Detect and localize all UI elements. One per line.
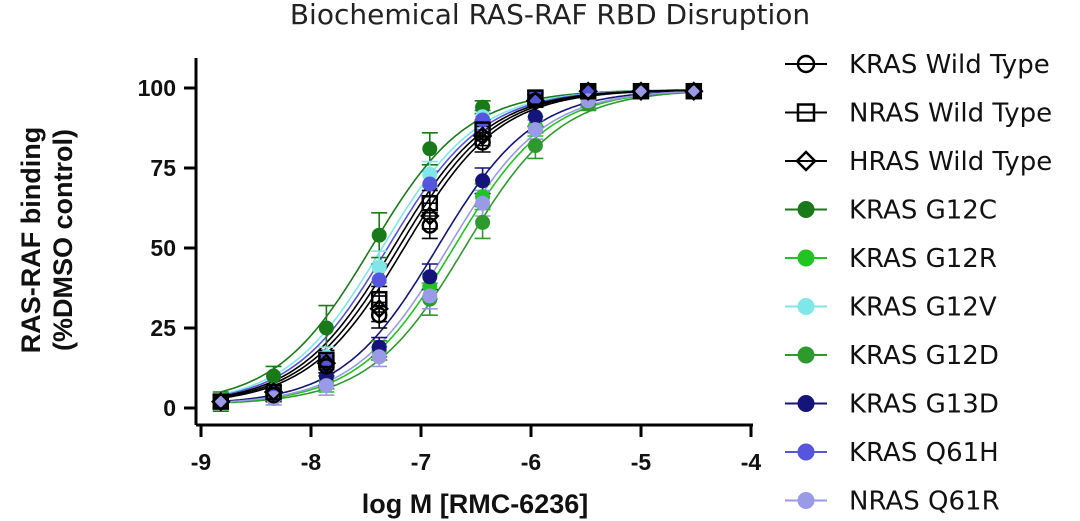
legend-label: KRAS G13D [849, 390, 999, 420]
x-tick-label: -5 [631, 449, 652, 475]
data-point [422, 141, 438, 157]
x-axis-label: log M [RMC-6236] [362, 489, 589, 519]
legend-label: KRAS Wild Type [849, 50, 1050, 80]
fitted-curves [220, 89, 694, 404]
legend-marker [796, 103, 816, 122]
watermark: 知乎 @动物化学 [876, 460, 1052, 488]
fit-curve [220, 89, 694, 398]
legend-item: KRAS Wild Type [785, 50, 1050, 80]
legend-label: KRAS G12D [849, 341, 999, 371]
legend-marker [797, 346, 815, 364]
legend-marker [797, 201, 815, 218]
fit-curve [220, 90, 694, 403]
x-tick-label: -7 [411, 449, 431, 475]
legend-label: KRAS G12R [849, 244, 997, 274]
data-point [318, 351, 335, 369]
data-point [527, 109, 543, 125]
y-axis-label-line1: RAS-RAF binding [16, 127, 46, 353]
data-point [266, 368, 282, 384]
data-point [421, 194, 439, 212]
fit-curve [220, 89, 694, 399]
data-point [631, 81, 651, 101]
legend-item: NRAS Q61R [785, 487, 1000, 517]
data-point [318, 378, 334, 394]
legend-label: NRAS Q61R [849, 487, 1000, 517]
data-point [475, 195, 491, 211]
legend-marker [797, 298, 815, 315]
y-tick-label: 0 [163, 395, 176, 421]
data-point [472, 126, 493, 146]
legend-item: KRAS G13D [785, 390, 999, 420]
data-point [422, 176, 438, 192]
data-point [475, 112, 491, 128]
data-point [684, 81, 704, 101]
legend-item: HRAS Wild Type [785, 147, 1052, 177]
chart-title: Biochemical RAS-RAF RBD Disruption [290, 0, 810, 31]
legend-marker [795, 150, 817, 172]
legend: KRAS Wild Type NRAS Wild Type HRAS Wild Ty… [785, 50, 1052, 517]
data-point [475, 173, 491, 189]
data-point [211, 391, 231, 412]
data-point [371, 272, 387, 288]
x-tick-label: -4 [741, 449, 762, 475]
legend-marker [796, 54, 816, 74]
data-point [420, 206, 440, 226]
data-point [475, 214, 491, 230]
legend-item: NRAS Wild Type [785, 99, 1052, 129]
data-point [632, 82, 650, 100]
legend-marker [797, 443, 815, 461]
data-point [371, 259, 387, 275]
data-point [525, 91, 546, 111]
legend-label: KRAS G12V [849, 293, 997, 323]
legend-label: KRAS G12C [849, 196, 997, 226]
legend-label: KRAS Q61H [849, 438, 999, 468]
fit-curve [220, 89, 694, 399]
data-point [212, 393, 230, 410]
y-tick-label: 50 [150, 235, 176, 261]
error-bars [212, 87, 702, 413]
data-point [371, 349, 387, 365]
fit-curve [220, 91, 694, 404]
data-point [316, 353, 337, 373]
data-point [422, 269, 438, 285]
legend-label: NRAS Wild Type [849, 99, 1052, 129]
data-point [369, 299, 389, 319]
data-point [370, 306, 388, 324]
y-tick-label: 100 [138, 75, 176, 101]
x-tick-label: -6 [521, 449, 541, 475]
legend-item: KRAS G12R [785, 244, 997, 274]
data-point [579, 82, 597, 100]
fit-curve [220, 90, 694, 403]
data-point [421, 217, 439, 234]
data-point [370, 290, 388, 308]
data-point [527, 138, 543, 154]
legend-marker [797, 249, 815, 267]
x-tick-label: -8 [301, 449, 322, 475]
data-point [371, 227, 387, 243]
legend-item: KRAS G12D [785, 341, 999, 371]
legend-item: KRAS G12C [785, 196, 997, 226]
data-point [318, 320, 334, 336]
data-point [527, 122, 543, 138]
y-tick-label: 25 [150, 315, 176, 341]
y-axis-label-line2: (%DMSO control) [48, 129, 78, 351]
x-tick-label: -9 [191, 449, 211, 475]
data-points [211, 81, 704, 412]
y-axis-label: RAS-RAF binding (%DMSO control) [16, 127, 78, 353]
legend-label: HRAS Wild Type [849, 147, 1052, 177]
y-tick-label: 75 [150, 155, 176, 181]
legend-item: KRAS G12V [785, 293, 997, 323]
data-point [578, 81, 598, 101]
data-point [685, 82, 703, 100]
data-point [474, 121, 491, 138]
legend-marker [797, 395, 815, 412]
legend-marker [797, 492, 815, 509]
axes: 0 25 50 75 100 -9 -8 -7 -6 -5 -4 [138, 58, 762, 475]
data-point [527, 89, 544, 106]
data-point [263, 382, 284, 402]
legend-item: KRAS Q61H [785, 438, 999, 468]
data-point [422, 288, 438, 304]
fit-curve [220, 90, 694, 404]
